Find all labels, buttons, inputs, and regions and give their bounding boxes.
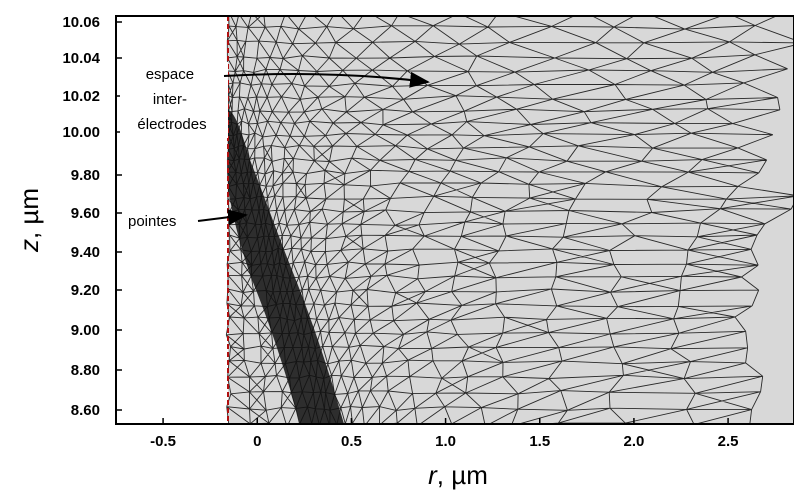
annotations: espace inter- électrodes pointes [120, 62, 430, 232]
tip-mesh-region [228, 110, 344, 424]
gap-label-line-2: inter- [153, 91, 187, 108]
gap-label-line-3: électrodes [137, 116, 206, 133]
gap-arrow [223, 71, 430, 88]
x-tick-label: 0 [253, 433, 261, 450]
y-tick-group: 8.60 8.80 9.00 9.20 9.40 9.60 9.80 10.00 10.02 10… [62, 14, 122, 419]
x-axis-variable: r [428, 460, 438, 490]
gap-label-line-1: espace [146, 66, 194, 83]
gap-label-background [120, 62, 228, 138]
y-axis-variable: z [14, 239, 44, 253]
y-tick-label: 10.04 [62, 50, 100, 67]
y-tick-label: 8.80 [71, 362, 100, 379]
plot-area [115, 15, 794, 425]
y-tick-label: 9.60 [71, 205, 100, 222]
x-tick-label: 2.0 [623, 433, 644, 450]
y-tick-label: 9.80 [71, 167, 100, 184]
x-tick-label: -0.5 [150, 433, 176, 450]
x-tick-label: 1.0 [435, 433, 456, 450]
x-axis: -0.5 0 0.5 1.0 1.5 2.0 2.5 r, µm [150, 418, 739, 490]
y-axis-title: z, µm [14, 188, 44, 253]
x-tick-label: 2.5 [718, 433, 739, 450]
y-tick-label: 10.00 [62, 124, 100, 141]
y-axis: 8.60 8.80 9.00 9.20 9.40 9.60 9.80 10.00 10.02 10… [14, 14, 122, 419]
tips-label: pointes [128, 213, 176, 230]
x-tick-group: -0.5 0 0.5 1.0 1.5 2.0 2.5 [150, 418, 739, 450]
y-tick-label: 8.60 [71, 402, 100, 419]
y-tick-label: 10.02 [62, 88, 100, 105]
y-axis-unit: , µm [14, 188, 44, 239]
x-axis-unit: , µm [437, 460, 488, 490]
tips-arrow [197, 209, 248, 226]
y-tick-label: 9.00 [71, 322, 100, 339]
tips-label-background [124, 210, 198, 232]
plot-frame [115, 15, 794, 425]
y-tick-label: 10.06 [62, 14, 100, 31]
y-tick-label: 9.40 [71, 244, 100, 261]
x-axis-title: r, µm [428, 460, 488, 490]
gap-label: espace inter- électrodes [137, 66, 206, 133]
x-tick-label: 1.5 [529, 433, 550, 450]
x-tick-label: 0.5 [341, 433, 362, 450]
y-tick-label: 9.20 [71, 282, 100, 299]
